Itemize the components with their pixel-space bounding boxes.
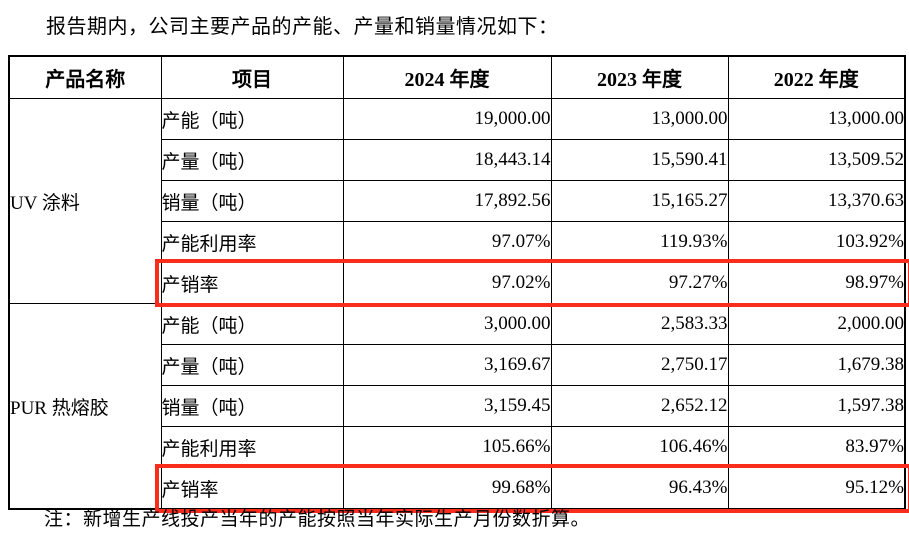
value-cell: 103.92% bbox=[727, 221, 906, 263]
table-row: 销量（吨） 3,159.45 2,652.12 1,597.38 bbox=[9, 385, 906, 427]
value-cell: 105.66% bbox=[342, 426, 552, 468]
item-label-cell: 产能利用率 bbox=[160, 426, 344, 468]
table-row: 产销率 97.02% 97.27% 98.97% bbox=[9, 262, 906, 304]
value-cell: 2,000.00 bbox=[727, 303, 906, 345]
item-label-cell: 产销率 bbox=[160, 262, 344, 304]
value-cell: 119.93% bbox=[550, 221, 729, 263]
value-cell: 13,000.00 bbox=[550, 98, 729, 140]
table-row: 产能利用率 105.66% 106.46% 83.97% bbox=[9, 426, 906, 468]
value-cell: 106.46% bbox=[550, 426, 729, 468]
value-cell: 17,892.56 bbox=[342, 180, 552, 222]
value-cell: 13,370.63 bbox=[727, 180, 906, 222]
capacity-table-container: 产品名称 项目 2024 年度 2023 年度 2022 年度 UV 涂料 产能（… bbox=[8, 55, 909, 513]
column-header-item: 项目 bbox=[160, 55, 344, 99]
value-cell: 97.02% bbox=[342, 262, 552, 304]
value-cell: 2,750.17 bbox=[550, 344, 729, 386]
table-row: 产量（吨） 3,169.67 2,750.17 1,679.38 bbox=[9, 344, 906, 386]
column-header-year-2024: 2024 年度 bbox=[342, 55, 552, 99]
value-cell: 13,509.52 bbox=[727, 139, 906, 181]
value-cell: 97.27% bbox=[550, 262, 729, 304]
item-label-cell: 产能（吨） bbox=[160, 303, 344, 345]
value-cell: 95.12% bbox=[727, 467, 906, 510]
value-cell: 98.97% bbox=[727, 262, 906, 304]
table-row: 产销率 99.68% 96.43% 95.12% bbox=[9, 467, 906, 510]
value-cell: 96.43% bbox=[550, 467, 729, 510]
value-cell: 3,159.45 bbox=[342, 385, 552, 427]
value-cell: 19,000.00 bbox=[342, 98, 552, 140]
intro-paragraph: 报告期内，公司主要产品的产能、产量和销量情况如下： bbox=[46, 16, 559, 38]
table-row: 销量（吨） 17,892.56 15,165.27 13,370.63 bbox=[9, 180, 906, 222]
value-cell: 13,000.00 bbox=[727, 98, 906, 140]
footnote-text: 注：新增生产线投产当年的产能按照当年实际生产月份数折算。 bbox=[44, 509, 591, 530]
table-header-row: 产品名称 项目 2024 年度 2023 年度 2022 年度 bbox=[8, 55, 906, 99]
item-label-cell: 销量（吨） bbox=[160, 180, 344, 222]
table-row: PUR 热熔胶 产能（吨） 3,000.00 2,583.33 2,000.00 bbox=[8, 303, 906, 510]
item-label-cell: 产量（吨） bbox=[160, 344, 344, 386]
value-cell: 3,000.00 bbox=[342, 303, 552, 345]
item-label-cell: 产销率 bbox=[160, 467, 344, 510]
column-header-product: 产品名称 bbox=[8, 55, 162, 99]
item-label-cell: 产量（吨） bbox=[160, 139, 344, 181]
value-cell: 15,590.41 bbox=[550, 139, 729, 181]
column-header-year-2023: 2023 年度 bbox=[550, 55, 729, 99]
table-row: 产能利用率 97.07% 119.93% 103.92% bbox=[9, 221, 906, 263]
value-cell: 97.07% bbox=[342, 221, 552, 263]
column-header-year-2022: 2022 年度 bbox=[727, 55, 906, 99]
item-label-cell: 产能（吨） bbox=[160, 98, 344, 140]
value-cell: 2,652.12 bbox=[550, 385, 729, 427]
table-row: UV 涂料 产能（吨） 19,000.00 13,000.00 13,000.00 bbox=[8, 98, 906, 304]
value-cell: 1,597.38 bbox=[727, 385, 906, 427]
value-cell: 2,583.33 bbox=[550, 303, 729, 345]
value-cell: 83.97% bbox=[727, 426, 906, 468]
product-name-cell: UV 涂料 bbox=[8, 98, 162, 304]
value-cell: 15,165.27 bbox=[550, 180, 729, 222]
product-name-cell: PUR 热熔胶 bbox=[8, 303, 162, 510]
value-cell: 3,169.67 bbox=[342, 344, 552, 386]
table-row: 产量（吨） 18,443.14 15,590.41 13,509.52 bbox=[9, 139, 906, 181]
value-cell: 18,443.14 bbox=[342, 139, 552, 181]
item-label-cell: 产能利用率 bbox=[160, 221, 344, 263]
value-cell: 1,679.38 bbox=[727, 344, 906, 386]
value-cell: 99.68% bbox=[342, 467, 552, 510]
capacity-output-sales-table: 产品名称 项目 2024 年度 2023 年度 2022 年度 UV 涂料 产能（… bbox=[8, 55, 906, 510]
item-label-cell: 销量（吨） bbox=[160, 385, 344, 427]
